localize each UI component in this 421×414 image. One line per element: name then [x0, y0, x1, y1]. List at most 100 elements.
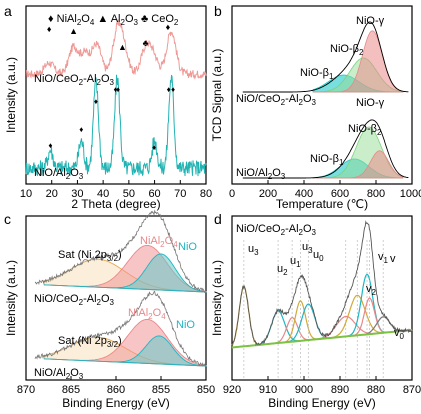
panel-a-xtick-label: 20	[46, 188, 58, 200]
panel-d-xtick-label: 890	[331, 384, 349, 396]
panel-a-letter: a	[4, 3, 12, 19]
panel-a-xtick-label: 80	[200, 188, 212, 200]
panel-b-bottom-nio-beta2-label: NiO-β2	[348, 123, 382, 137]
panel-a-trace-2	[25, 74, 207, 177]
panel-b-xtick-label: 200	[259, 188, 277, 200]
panel-d-peak-label: u0	[313, 249, 324, 263]
panel-d-ylabel: Intensity (a.u.)	[210, 260, 224, 336]
panel-c-bottom-nio-label: NiO	[176, 319, 195, 331]
panel-d-xtick-label: 870	[403, 384, 421, 396]
panel-c-ylabel: Intensity (a.u.)	[4, 260, 18, 336]
panel-d-peak-label: v2	[366, 283, 377, 297]
panel-c-xlabel: Binding Energy (eV)	[62, 396, 169, 410]
panel-a-series2-label: NiO/Al2O3	[34, 167, 84, 181]
panel-d-xps-ce-chart: 920 910 900 890 880 870 Binding Energy (eV) I…	[210, 215, 421, 410]
panel-d-component	[231, 303, 413, 349]
panel-d-xtick-label: 920	[223, 384, 241, 396]
panel-c-top-nial2o4-label: NiAl2O4	[140, 235, 178, 249]
panel-c-series2-label: NiO/Al2O3	[34, 367, 84, 381]
panel-d-xlabel: Binding Energy (eV)	[268, 396, 375, 410]
panel-c-xtick-label: 860	[107, 384, 125, 396]
panel-d-xtick-label: 910	[259, 384, 277, 396]
panel-a-xtick-label: 70	[174, 188, 186, 200]
panel-a-frame	[25, 5, 207, 185]
panel-d-peak-label: u3	[302, 241, 313, 255]
panel-a-marker-top: ▲	[69, 26, 78, 36]
panel-a-marker-bottom: ♦	[167, 85, 171, 94]
panel-c-raw-trace	[34, 209, 207, 294]
panel-d-letter: d	[214, 211, 222, 227]
panel-c-xtick-label: 850	[197, 384, 215, 396]
panel-c-letter: c	[4, 211, 11, 227]
panel-b-tpr-chart: 0 200 400 600 800 1000 Temperature (℃) TCD Si…	[210, 5, 421, 211]
panel-d-component	[231, 273, 413, 349]
panel-a-marker-top: ♦	[47, 24, 52, 34]
panel-d-component	[231, 300, 413, 349]
panel-a-series1-label: NiO/CeO2-Al2O3	[34, 73, 115, 87]
panel-b-component	[313, 150, 404, 179]
panel-d-peak-label: u3	[248, 243, 259, 257]
panel-b-total-trace	[242, 21, 409, 93]
panel-c-component	[43, 253, 207, 293]
panel-a-marker-top: ▲	[118, 42, 127, 52]
panel-d-frame	[231, 215, 413, 381]
panel-b-xtick-label: 0	[229, 188, 235, 200]
panel-a-ylabel: Intensity (a.u.)	[4, 57, 18, 133]
panel-a-marker-bottom: ♦	[79, 125, 83, 134]
panel-d-peak-label: v1	[378, 251, 389, 265]
panel-b-xtick-label: 800	[367, 188, 385, 200]
panel-a-marker-top: ♣	[143, 38, 149, 48]
panel-d-total-trace	[231, 220, 413, 347]
panel-c-xtick-label: 865	[62, 384, 80, 396]
panel-c-bottom-nial2o4-label: NiAl2O4	[128, 307, 166, 321]
panel-b-total-trace	[242, 119, 409, 179]
panel-c-xtick-label: 855	[152, 384, 170, 396]
panel-c-top-sat-label: Sat (Ni 2p3/2)	[58, 249, 122, 263]
panel-a-marker-bottom: ♦	[152, 143, 156, 152]
panel-a-trace-1	[25, 19, 207, 80]
panel-d-title: NiO/CeO2-Al2O3	[236, 223, 317, 237]
panel-b-letter: b	[214, 3, 222, 19]
panel-b-bottom-nio-gamma-label: NiO-γ	[356, 97, 385, 109]
panel-d-peak-label: v0	[394, 327, 405, 341]
panel-d-xtick-label: 880	[367, 384, 385, 396]
panel-d-peak-label: u2	[277, 263, 288, 277]
panel-b-series2-label: NiO/Al2O3	[236, 167, 286, 181]
panel-a-marker-bottom: ♦	[171, 85, 175, 94]
panel-a-xtick-label: 40	[97, 188, 109, 200]
panel-a-xlabel: 2 Theta (degree)	[71, 197, 160, 211]
panel-b-bottom-nio-beta1-label: NiO-β1	[310, 153, 344, 167]
panel-c-raw-trace	[34, 290, 207, 367]
panel-a-xtick-label: 60	[148, 188, 160, 200]
panel-c-component	[43, 335, 207, 367]
panel-b-top-nio-gamma-label: NiO-γ	[356, 15, 385, 27]
panel-a-marker-bottom: ♦	[48, 141, 52, 150]
panel-b-xlabel: Temperature (℃)	[276, 197, 368, 211]
panel-b-top-nio-beta2-label: NiO-β2	[330, 43, 364, 57]
panel-c-xtick-label: 870	[17, 384, 35, 396]
panel-c-series1-label: NiO/CeO2-Al2O3	[34, 293, 115, 307]
panel-a-marker-bottom: ♦	[113, 85, 117, 94]
panel-b-series1-label: NiO/CeO2-Al2O3	[236, 93, 317, 107]
panel-d-component	[231, 297, 413, 349]
panel-a-legend: ♦ NiAl2O4 ▲ Al2O3 ♣ CeO2	[48, 13, 179, 27]
panel-a-marker-bottom: ♦	[116, 85, 120, 94]
panel-a-marker-bottom: ♦	[94, 97, 98, 106]
panel-b-top-nio-beta1-label: NiO-β1	[300, 67, 334, 81]
panel-d-xtick-label: 900	[295, 384, 313, 396]
panel-b-frame	[231, 5, 413, 185]
panel-d-peak-label: u1	[290, 255, 301, 269]
panel-d-peak-label: v	[390, 253, 396, 265]
panel-c-bottom-sat-label: Sat (Ni 2p3/2)	[58, 335, 122, 349]
panel-a-xrd-chart: ♦ ▲▲ ♣♦♦♦♦♦♦♦♦ ♦ 10 20 30 40 50 60 70 80 2 Theta (…	[4, 5, 212, 211]
panel-a-xtick-label: 10	[20, 188, 32, 200]
panel-b-xtick-label: 400	[295, 188, 313, 200]
panel-b-ylabel: TCD Signal (a.u.)	[210, 49, 224, 142]
panel-c-top-nio-label: NiO	[178, 241, 197, 253]
panel-a-marker-top: ♦	[166, 22, 171, 32]
panel-d-background	[231, 329, 413, 349]
panel-b-xtick-label: 1000	[400, 188, 421, 200]
panel-b-xtick-label: 600	[331, 188, 349, 200]
panel-a-xtick-label: 50	[123, 188, 135, 200]
